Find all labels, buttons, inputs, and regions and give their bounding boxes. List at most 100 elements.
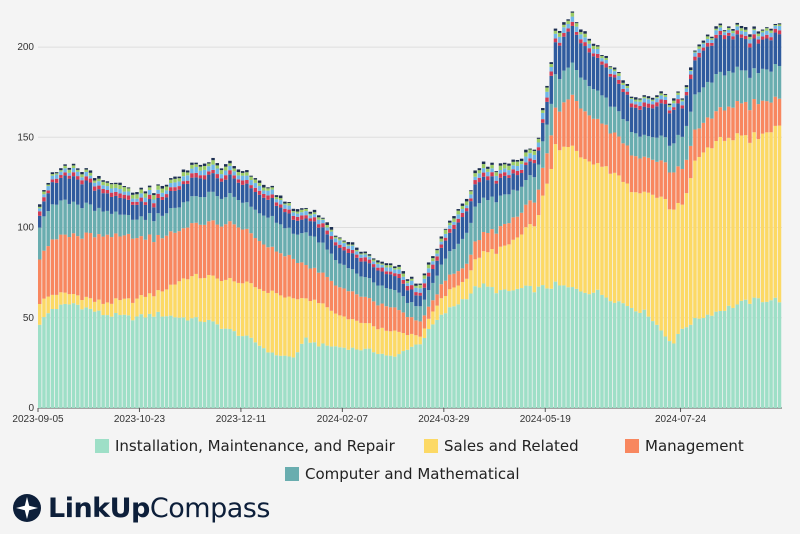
bar-segment	[743, 27, 748, 30]
bar-segment	[405, 283, 410, 287]
bar-segment	[507, 170, 511, 176]
bar-segment	[566, 67, 570, 100]
bar-segment	[773, 25, 778, 26]
bar-segment	[684, 87, 689, 89]
bar-segment	[524, 162, 528, 166]
bar-segment	[346, 245, 351, 249]
bar-segment	[257, 194, 262, 214]
bar-segment	[236, 335, 241, 408]
bar-segment	[532, 226, 537, 293]
brand-name-bold: LinkUp	[48, 492, 150, 524]
bar-segment	[524, 285, 528, 408]
bar-segment	[393, 268, 397, 270]
bar-segment	[422, 315, 427, 329]
bar-segment	[735, 26, 739, 31]
bar-segment	[672, 107, 676, 110]
bar-segment	[638, 312, 642, 408]
bar-segment	[452, 224, 456, 229]
bar-segment	[295, 211, 300, 214]
bar-segment	[338, 237, 342, 239]
bar-segment	[769, 37, 773, 41]
bar-segment	[769, 40, 773, 72]
bar-segment	[283, 355, 287, 408]
bar-segment	[371, 301, 376, 327]
bar-segment	[507, 177, 511, 195]
bar-segment	[448, 225, 452, 229]
bar-segment	[232, 168, 236, 172]
bar-segment	[663, 96, 668, 100]
bar-segment	[557, 111, 562, 151]
bar-segment	[135, 192, 139, 195]
bar-segment	[257, 180, 262, 183]
bar-segment	[304, 218, 308, 233]
bar-segment	[236, 200, 241, 228]
bar-segment	[384, 265, 389, 268]
bar-segment	[266, 247, 270, 293]
bar-segment	[401, 279, 406, 284]
bar-segment	[519, 234, 524, 289]
bar-segment	[697, 57, 701, 93]
bar-segment	[355, 251, 359, 255]
bar-segment	[321, 242, 325, 273]
bar-segment	[342, 243, 346, 247]
legend-label: Sales and Related	[444, 437, 579, 455]
bar-segment	[240, 180, 245, 185]
bar-segment	[262, 193, 266, 198]
bar-segment	[156, 311, 160, 408]
bar-segment	[312, 221, 317, 237]
bar-segment	[393, 273, 397, 277]
bar-segment	[384, 267, 389, 272]
bar-segment	[321, 223, 325, 228]
bar-segment	[359, 350, 363, 408]
bar-segment	[173, 317, 177, 408]
bars-layer	[38, 11, 782, 408]
bar-segment	[464, 208, 469, 212]
bar-segment	[42, 190, 46, 192]
bar-segment	[211, 164, 215, 170]
bar-segment	[262, 184, 266, 188]
bar-segment	[701, 50, 706, 88]
bar-segment	[570, 12, 575, 17]
bar-segment	[680, 101, 685, 106]
bar-segment	[486, 176, 490, 181]
bar-segment	[570, 21, 575, 26]
bar-segment	[617, 175, 621, 302]
bar-segment	[553, 74, 558, 108]
bar-segment	[321, 343, 325, 408]
bar-segment	[511, 189, 515, 218]
bar-segment	[253, 178, 258, 180]
bar-segment	[321, 218, 325, 220]
bar-segment	[536, 189, 541, 216]
bar-segment	[384, 330, 389, 356]
bar-segment	[270, 194, 274, 198]
bar-segment	[105, 302, 110, 316]
bar-segment	[325, 230, 329, 235]
bar-segment	[642, 98, 646, 103]
bar-segment	[435, 253, 439, 257]
bar-segment	[486, 286, 490, 408]
bar-segment	[287, 209, 291, 214]
bar-segment	[684, 95, 689, 126]
bar-segment	[283, 297, 287, 356]
bar-segment	[443, 228, 448, 230]
bar-segment	[42, 201, 46, 217]
bar-segment	[143, 191, 148, 194]
bar-segment	[350, 291, 355, 320]
y-tick-label: 200	[17, 42, 34, 53]
bar-segment	[600, 123, 604, 167]
bar-segment	[388, 288, 393, 308]
bar-segment	[143, 204, 148, 220]
bar-segment	[67, 294, 72, 305]
bar-segment	[266, 195, 270, 200]
bar-segment	[346, 319, 351, 350]
bar-segment	[376, 267, 380, 271]
bar-segment	[574, 26, 579, 32]
bar-segment	[486, 232, 490, 253]
bar-segment	[596, 53, 600, 58]
bar-segment	[185, 175, 190, 181]
bar-segment	[760, 39, 765, 69]
bar-segment	[359, 296, 363, 323]
bar-segment	[169, 284, 173, 316]
bar-segment	[460, 299, 465, 408]
